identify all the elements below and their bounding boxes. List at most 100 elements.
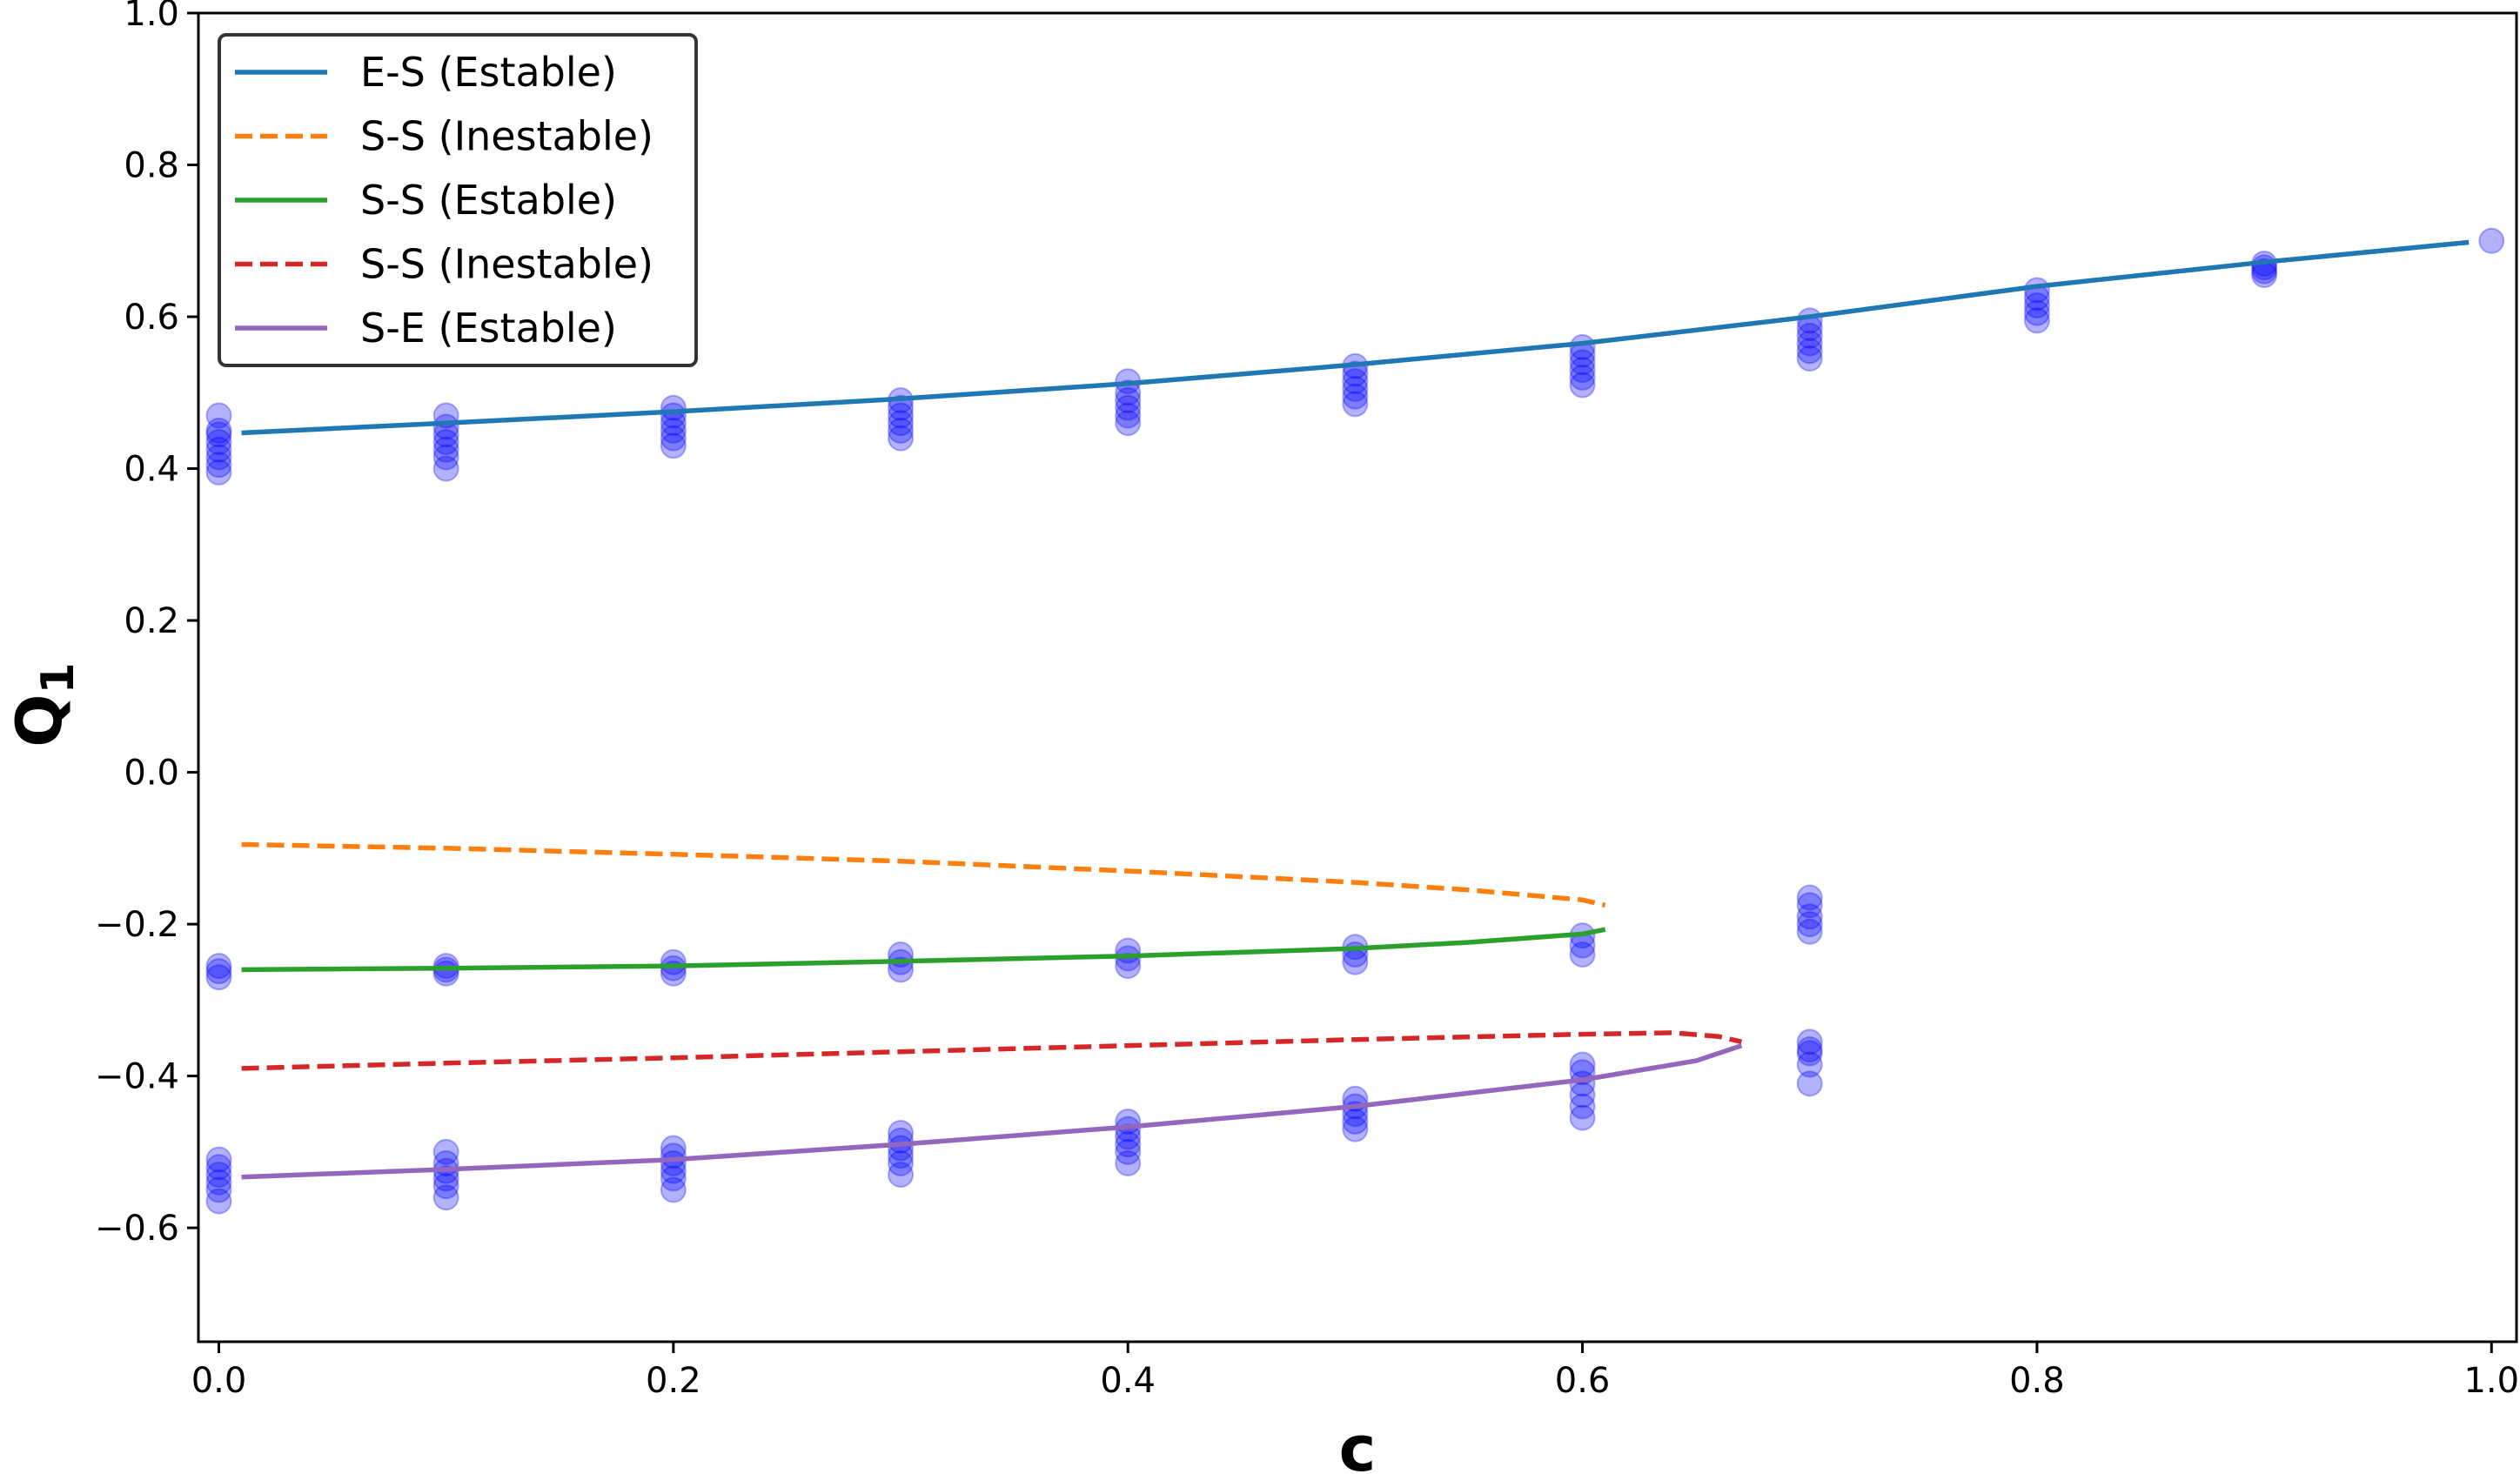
scatter-point — [1115, 1149, 1142, 1176]
scatter-point — [1796, 338, 1823, 365]
scatter-point — [888, 394, 915, 421]
scatter-point — [1115, 1108, 1142, 1135]
legend-label-1: S-S (Inestable) — [360, 113, 653, 160]
scatter-point — [205, 452, 232, 479]
legend: E-S (Estable) S-S (Inestable) S-S (Estable… — [218, 33, 698, 367]
scatter-point — [1115, 1138, 1142, 1165]
scatter-point — [888, 1162, 915, 1189]
scatter-point — [1569, 941, 1596, 968]
x-tick-label: 0.0 — [191, 1361, 247, 1401]
scatter-point — [1342, 375, 1369, 402]
y-tick-label: 1.0 — [124, 0, 179, 34]
y-tick-label: 0.4 — [124, 450, 179, 490]
scatter-point — [205, 964, 232, 991]
scatter-point — [660, 1176, 687, 1203]
scatter-point — [205, 459, 232, 486]
x-tick-label: 0.6 — [1555, 1361, 1611, 1401]
scatter-point — [1796, 918, 1823, 945]
scatter-point — [205, 444, 232, 471]
scatter-point — [1796, 1028, 1823, 1055]
scatter-point — [660, 1165, 687, 1192]
scatter-point — [1569, 1104, 1596, 1131]
scatter-point — [205, 1162, 232, 1189]
scatter-point — [1115, 387, 1142, 414]
scatter-point — [1796, 330, 1823, 357]
scatter-point — [1796, 1040, 1823, 1067]
scatter-point — [432, 1138, 459, 1165]
series-line-1 — [241, 841, 1606, 908]
scatter-point — [1115, 394, 1142, 421]
svg-text:Q1: Q1 — [3, 662, 84, 747]
scatter-point — [1569, 1082, 1596, 1109]
scatter-point — [1796, 903, 1823, 930]
scatter-point — [1342, 1116, 1369, 1142]
y-tick-label: 0.2 — [124, 601, 179, 641]
y-tick-label: −0.2 — [95, 905, 179, 945]
scatter-point — [1796, 1051, 1823, 1078]
scatter-point — [888, 1149, 915, 1176]
scatter-point — [1796, 1070, 1823, 1097]
y-tick-label: −0.4 — [95, 1057, 179, 1097]
x-tick-label: 0.4 — [1100, 1361, 1156, 1401]
scatter-point — [205, 958, 232, 985]
scatter-point — [205, 429, 232, 456]
scatter-point — [2478, 227, 2505, 254]
plot-area — [205, 227, 2505, 1215]
scatter-point — [205, 1188, 232, 1215]
scatter-point — [1569, 372, 1596, 399]
scatter-point — [1342, 383, 1369, 410]
scatter-point — [432, 444, 459, 471]
legend-box — [218, 33, 698, 367]
scatter-point — [888, 410, 915, 437]
scatter-point — [888, 402, 915, 429]
scatter-point — [432, 455, 459, 482]
scatter-point — [432, 1173, 459, 1200]
y-axis-label-subscript: 1 — [32, 662, 84, 693]
scatter-point — [2023, 277, 2050, 304]
legend-label-3: S-S (Inestable) — [360, 241, 653, 288]
scatter-point — [1569, 333, 1596, 360]
scatter-point — [1569, 1093, 1596, 1120]
scatter-point — [432, 1184, 459, 1211]
y-tick-label: 0.0 — [124, 754, 179, 794]
scatter-point — [205, 953, 232, 980]
x-tick-label: 0.2 — [646, 1361, 701, 1401]
scatter-point — [2023, 291, 2050, 318]
scatter-point — [660, 417, 687, 444]
scatter-point — [2023, 307, 2050, 334]
scatter-point — [660, 425, 687, 452]
scatter-point — [1796, 892, 1823, 919]
axes-frame — [197, 11, 2518, 1343]
y-tick-label: −0.6 — [95, 1209, 179, 1249]
scatter-point — [1342, 1108, 1369, 1135]
scatter-point — [1115, 410, 1142, 437]
scatter-point — [205, 421, 232, 448]
scatter-point — [205, 417, 232, 444]
series-line-0 — [241, 239, 2470, 436]
scatter-point — [1796, 307, 1823, 334]
x-axis-label: c — [1339, 1412, 1377, 1474]
y-axis-label: Q1 — [3, 662, 84, 747]
scatter-point — [432, 1165, 459, 1192]
axis-ticks: 0.0 0.2 0.4 0.6 0.8 1.0 1.0 0.8 0.6 0.4 0.2 0.0 −0.2… — [95, 0, 2519, 1401]
scatter-point — [1796, 322, 1823, 349]
scatter-point — [205, 436, 232, 463]
legend-label-0: E-S (Estable) — [360, 49, 617, 96]
scatter-point — [1569, 349, 1596, 376]
legend-label-4: S-E (Estable) — [360, 305, 617, 352]
scatter-point — [660, 432, 687, 459]
scatter-point — [205, 1154, 232, 1181]
scatter-point — [1115, 402, 1142, 429]
scatter-point — [1796, 911, 1823, 938]
series-line-3 — [241, 1030, 1743, 1071]
series-line-2 — [241, 927, 1606, 973]
y-tick-label: 0.6 — [124, 298, 179, 338]
scatter-point — [1342, 368, 1369, 395]
scatter-point — [1796, 884, 1823, 911]
x-tick-label: 1.0 — [2463, 1361, 2519, 1401]
scatter-point — [660, 394, 687, 421]
scatter-point — [1115, 379, 1142, 406]
series-line-4 — [241, 1043, 1743, 1180]
scatter-point — [1115, 937, 1142, 964]
